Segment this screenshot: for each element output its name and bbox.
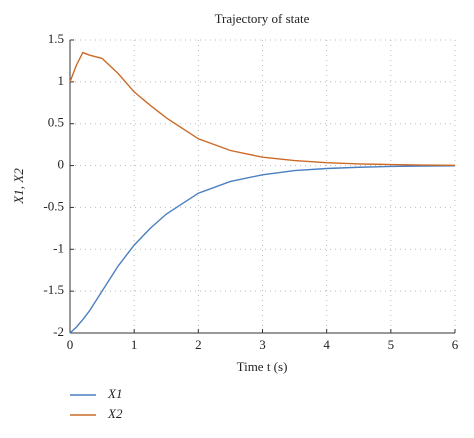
legend-label: X2 xyxy=(107,406,123,421)
x-tick-label: 5 xyxy=(388,337,395,352)
y-tick-label: -0.5 xyxy=(43,198,64,213)
x-tick-label: 0 xyxy=(67,337,74,352)
x-tick-label: 3 xyxy=(259,337,266,352)
y-tick-label: -1.5 xyxy=(43,282,64,297)
chart-title: Trajectory of state xyxy=(215,11,310,26)
x-tick-label: 1 xyxy=(131,337,138,352)
series-line xyxy=(69,51,456,167)
y-axis-label: X1, X2 xyxy=(11,168,26,205)
series-line xyxy=(69,165,456,334)
y-tick-label: 0 xyxy=(58,157,65,172)
y-tick-label: -1 xyxy=(53,240,64,255)
x-axis-label: Time t (s) xyxy=(237,359,288,374)
x-tick-label: 2 xyxy=(195,337,202,352)
y-tick-label: 0.5 xyxy=(48,115,64,130)
y-tick-label: -2 xyxy=(53,324,64,339)
y-tick-label: 1.5 xyxy=(48,31,64,46)
x-tick-label: 6 xyxy=(452,337,459,352)
y-tick-label: 1 xyxy=(58,73,65,88)
x-tick-label: 4 xyxy=(323,337,330,352)
legend-label: X1 xyxy=(107,386,122,401)
